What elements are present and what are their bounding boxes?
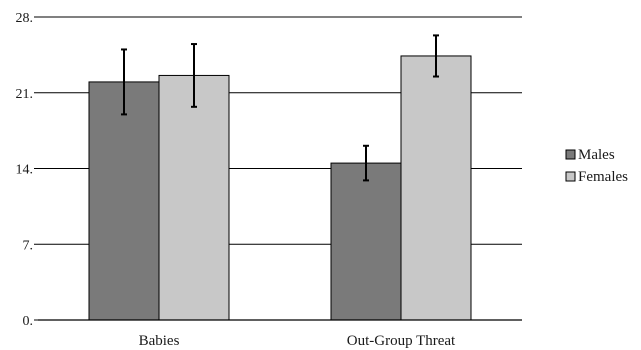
- legend-swatch-males: [565, 149, 576, 160]
- y-tick-label: 28.: [16, 11, 34, 26]
- legend-label-females: Females: [578, 169, 628, 185]
- legend-swatch-females: [565, 171, 576, 182]
- bar-males-1: [330, 162, 402, 321]
- bars: [88, 55, 472, 321]
- bar-males-0: [88, 81, 160, 321]
- category-labels: Babies Out-Group Threat: [139, 333, 456, 349]
- y-axis-ticks: 0. 7. 14. 21. 28.: [16, 11, 38, 329]
- y-tick-label: 21.: [16, 87, 34, 102]
- legend: Males Females: [565, 147, 628, 185]
- y-tick-label: 0.: [23, 314, 34, 329]
- error-bars: [121, 34, 439, 182]
- legend-label-males: Males: [578, 147, 615, 163]
- category-label: Out-Group Threat: [347, 333, 456, 349]
- bar-females-0: [158, 74, 230, 321]
- y-tick-label: 14.: [16, 163, 34, 178]
- y-tick-label: 7.: [23, 238, 34, 253]
- bar-females-1: [400, 55, 472, 321]
- category-label: Babies: [139, 333, 180, 349]
